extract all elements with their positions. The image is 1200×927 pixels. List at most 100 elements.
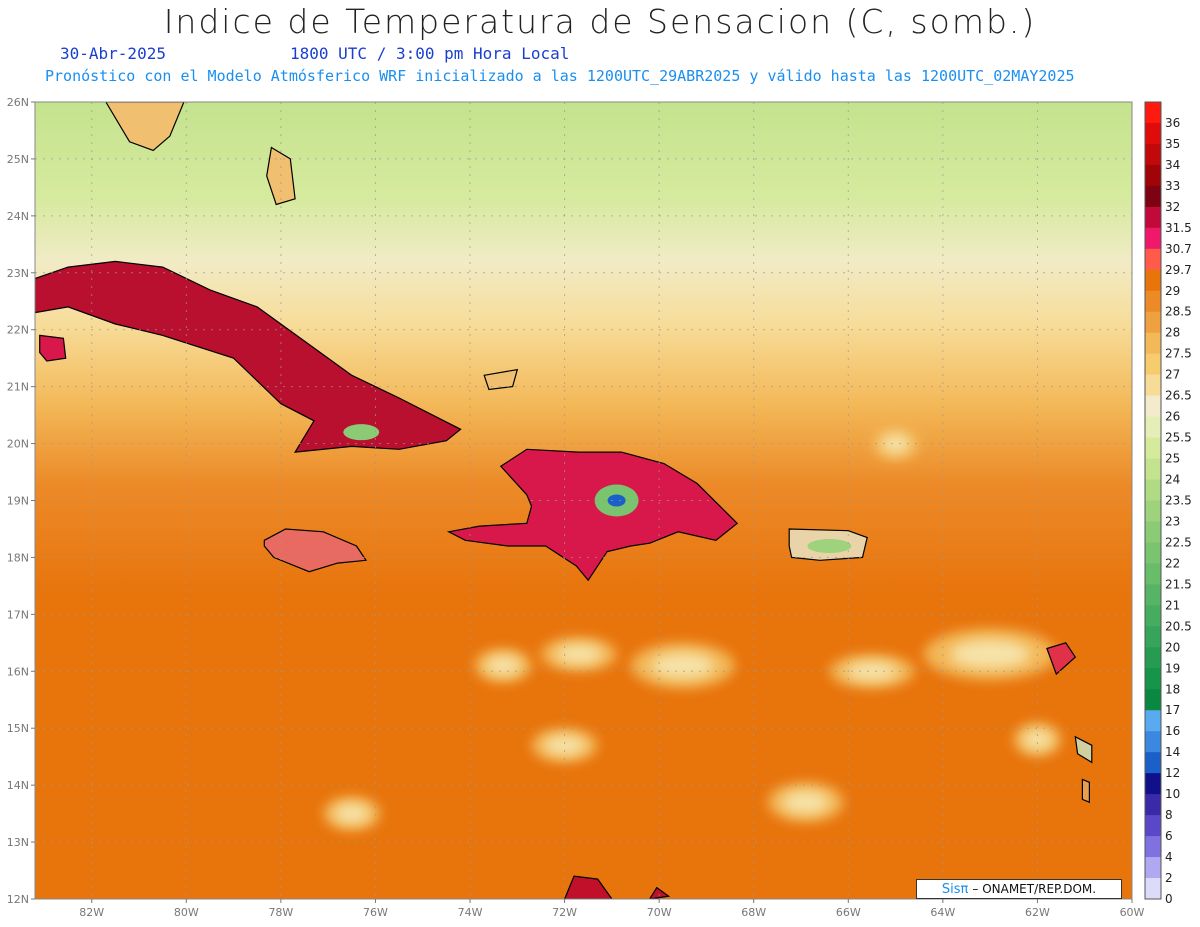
- colorbar-swatch: [1145, 689, 1161, 711]
- colorbar-label: 25: [1165, 452, 1180, 466]
- colorbar-swatch: [1145, 500, 1161, 522]
- colorbar-label: 28.5: [1165, 305, 1192, 319]
- lon-tick-label: 68W: [741, 906, 766, 919]
- colorbar-swatch: [1145, 416, 1161, 439]
- colorbar-label: 28: [1165, 326, 1180, 340]
- colorbar-swatch: [1145, 605, 1161, 627]
- land-guadeloupe: [1046, 642, 1077, 676]
- lat-tick-label: 23N: [7, 267, 29, 280]
- colorbar-swatch: [1145, 227, 1161, 250]
- colorbar-label: 22.5: [1165, 535, 1192, 549]
- lat-tick-label: 12N: [7, 893, 29, 906]
- colorbar-swatch: [1145, 479, 1161, 501]
- colorbar-label: 29.7: [1165, 263, 1192, 277]
- colorbar-swatch: [1145, 878, 1161, 900]
- map-title: Indice de Temperatura de Sensacion (C, s…: [163, 2, 1037, 41]
- colorbar-swatch: [1145, 248, 1161, 271]
- colorbar-label: 26: [1165, 410, 1180, 424]
- colorbar-label: 22: [1165, 556, 1180, 570]
- lat-tick-label: 20N: [7, 438, 29, 451]
- credit-box: Sisπ – ONAMET/REP.DOM.: [916, 879, 1122, 899]
- colorbar-label: 8: [1165, 808, 1173, 822]
- land-venezuela-coast: [563, 875, 613, 899]
- colorbar-label: 14: [1165, 745, 1180, 759]
- lat-tick-label: 18N: [7, 551, 29, 564]
- lon-tick-label: 72W: [552, 906, 577, 919]
- lat-tick-label: 19N: [7, 495, 29, 508]
- model-subtitle: Pronóstico con el Modelo Atmósferico WRF…: [45, 67, 1075, 85]
- lon-tick-label: 62W: [1025, 906, 1050, 919]
- colorbar-frame: [1144, 101, 1162, 900]
- colorbar-swatch: [1145, 836, 1161, 858]
- sispi-logo-text: Sisπ: [941, 881, 969, 897]
- colorbar-label: 27: [1165, 368, 1180, 382]
- forecast-date: 30-Abr-2025: [60, 44, 166, 63]
- colorbar-label: 21: [1165, 598, 1180, 612]
- valid-time: 1800 UTC / 3:00 pm Hora Local: [290, 44, 570, 63]
- colorbar-swatch: [1145, 773, 1161, 795]
- colorbar-swatch: [1145, 102, 1161, 124]
- colorbar-label: 19: [1165, 661, 1180, 675]
- lat-tick-label: 22N: [7, 324, 29, 337]
- colorbar-label: 20: [1165, 640, 1180, 654]
- colorbar-swatch: [1145, 164, 1161, 187]
- lon-tick-label: 80W: [174, 906, 199, 919]
- colorbar-label: 16: [1165, 724, 1180, 738]
- colorbar-label: 36: [1165, 116, 1180, 130]
- colorbar-swatch: [1145, 437, 1161, 460]
- colorbar-label: 35: [1165, 137, 1180, 151]
- colorbar-swatch: [1145, 857, 1161, 879]
- lat-tick-label: 17N: [7, 608, 29, 621]
- cool-spot-inner: [544, 735, 585, 755]
- colorbar-swatch: [1145, 752, 1161, 774]
- colorbar-label: 6: [1165, 829, 1173, 843]
- colorbar-swatch: [1145, 710, 1161, 732]
- lon-tick-label: 70W: [647, 906, 672, 919]
- land-sierra-maestra: [343, 424, 380, 441]
- colorbar: 363534333231.530.729.72928.52827.52726.5…: [1144, 101, 1192, 906]
- land-inagua: [483, 368, 519, 391]
- land-highland-coolest: [607, 494, 626, 507]
- colorbar-label: 31.5: [1165, 221, 1192, 235]
- lat-tick-label: 21N: [7, 381, 29, 394]
- colorbar-label: 29: [1165, 284, 1180, 298]
- longitude-ticks: 82W 80W 78W 76W 74W 72W 70W 68W 66W 64W 62W 60W: [79, 899, 1145, 919]
- colorbar-label: 21.5: [1165, 577, 1192, 591]
- lat-tick-label: 15N: [7, 722, 29, 735]
- colorbar-label: 23: [1165, 514, 1180, 528]
- grid-lines: [35, 102, 1132, 899]
- lat-tick-label: 25N: [7, 153, 29, 166]
- colorbar-label: 12: [1165, 766, 1180, 780]
- colorbar-swatch: [1145, 458, 1161, 481]
- colorbar-label: 26.5: [1165, 389, 1192, 403]
- colorbar-swatch: [1145, 731, 1161, 753]
- colorbar-swatch: [1145, 143, 1161, 166]
- land-hispaniola: [446, 448, 739, 582]
- cool-spot-inner: [881, 434, 910, 453]
- land-paraguana: [648, 886, 671, 899]
- cool-spot-inner: [651, 653, 715, 679]
- colorbar-swatch: [1145, 290, 1161, 313]
- colorbar-swatch: [1145, 374, 1161, 397]
- lon-tick-label: 60W: [1120, 906, 1145, 919]
- lat-tick-label: 14N: [7, 779, 29, 792]
- colorbar-swatch: [1145, 815, 1161, 837]
- colorbar-label: 25.5: [1165, 431, 1192, 445]
- colorbar-swatch: [1145, 185, 1161, 208]
- land-florida: [105, 102, 185, 152]
- lon-tick-label: 78W: [268, 906, 293, 919]
- colorbar-label: 32: [1165, 200, 1180, 214]
- cool-spot-inner: [486, 656, 521, 675]
- colorbar-swatch: [1145, 206, 1161, 229]
- credit-text: – ONAMET/REP.DOM.: [972, 882, 1097, 896]
- colorbar-swatch: [1145, 626, 1161, 648]
- cool-spot-inner: [1023, 730, 1052, 749]
- lat-tick-label: 24N: [7, 210, 29, 223]
- colorbar-label: 17: [1165, 703, 1180, 717]
- colorbar-label: 34: [1165, 158, 1180, 172]
- land-jamaica: [263, 528, 368, 573]
- colorbar-swatch: [1145, 521, 1161, 543]
- colorbar-label: 0: [1165, 892, 1173, 906]
- colorbar-swatch: [1145, 584, 1161, 606]
